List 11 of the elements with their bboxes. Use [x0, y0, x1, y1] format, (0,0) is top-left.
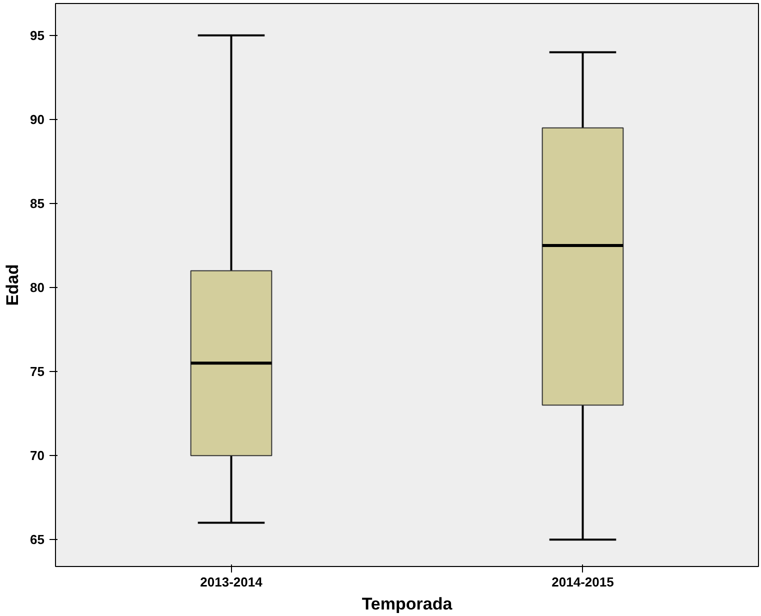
- x-tick-label: 2013-2014: [200, 574, 264, 590]
- y-tick-label: 70: [30, 448, 45, 464]
- y-tick-label: 65: [30, 532, 45, 548]
- y-tick-label: 90: [30, 112, 45, 127]
- x-axis-title: Temporada: [362, 594, 453, 614]
- y-tick-label: 85: [30, 196, 45, 211]
- x-tick-label: 2014-2015: [552, 574, 614, 590]
- y-tick-label: 75: [30, 364, 45, 380]
- y-axis-title: Edad: [3, 264, 22, 306]
- y-tick-label: 80: [30, 280, 45, 296]
- y-tick-label: 95: [30, 28, 45, 43]
